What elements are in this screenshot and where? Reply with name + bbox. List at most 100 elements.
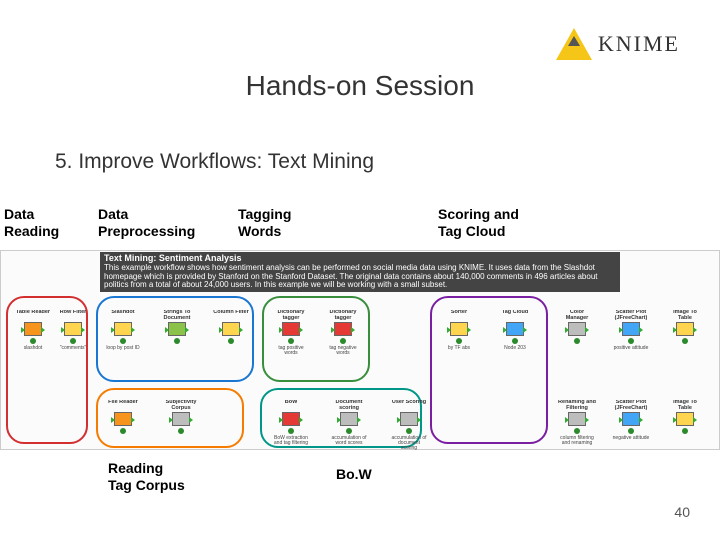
node-label: Dictionary tagger [324, 310, 362, 320]
node-icon [506, 322, 524, 336]
node-description: negative attitude [612, 436, 650, 441]
workflow-banner-title: Text Mining: Sentiment Analysis [104, 253, 242, 263]
node-status-icon [120, 338, 126, 344]
node-label: Image To Table [666, 310, 704, 320]
workflow-node[interactable]: Renaming and Filtering column filtering a… [558, 400, 596, 446]
node-description: accumulation of word scores [330, 436, 368, 446]
node-description: positive attitude [612, 346, 650, 351]
page-number: 40 [674, 504, 690, 520]
node-icon [676, 412, 694, 426]
workflow-node[interactable]: Strings To Document [158, 310, 196, 346]
workflow-node[interactable]: Scatter Plot (JFreeChart) positive attitu… [612, 310, 650, 351]
node-status-icon [228, 338, 234, 344]
node-status-icon [70, 338, 76, 344]
node-icon [168, 322, 186, 336]
label-data-reading: DataReading [4, 206, 59, 240]
node-status-icon [682, 338, 688, 344]
node-icon [450, 322, 468, 336]
node-icon [114, 322, 132, 336]
workflow-node[interactable]: Subjectivity Corpus [162, 400, 200, 436]
node-status-icon [174, 338, 180, 344]
node-status-icon [30, 338, 36, 344]
logo-text: KNIME [598, 31, 680, 57]
node-label: BoW [272, 400, 310, 410]
workflow-node[interactable]: Scatter Plot (JFreeChart) negative attitu… [612, 400, 650, 441]
node-label: Table Reader [14, 310, 52, 320]
node-status-icon [340, 338, 346, 344]
workflow-node[interactable]: Row Filter "comments" [54, 310, 92, 351]
node-label: Row Filter [54, 310, 92, 320]
node-icon [282, 322, 300, 336]
node-status-icon [178, 428, 184, 434]
node-status-icon [456, 338, 462, 344]
node-status-icon [346, 428, 352, 434]
workflow-node[interactable]: User Scoring accumulation of document sco… [390, 400, 428, 451]
node-label: Sorter [440, 310, 478, 320]
node-label: Renaming and Filtering [558, 400, 596, 410]
node-description: by TF abs [440, 346, 478, 351]
node-icon [282, 412, 300, 426]
node-description: tag positive words [272, 346, 310, 356]
node-icon [622, 412, 640, 426]
workflow-banner-text: This example workflow shows how sentimen… [104, 263, 598, 290]
node-label: Scatter Plot (JFreeChart) [612, 310, 650, 320]
logo-triangle-icon [556, 28, 592, 60]
slide: KNIME Hands-on Session 5. Improve Workfl… [0, 0, 720, 540]
node-icon [622, 322, 640, 336]
workflow-node[interactable]: Table Reader slashdot [14, 310, 52, 351]
node-icon [64, 322, 82, 336]
node-description: "comments" [54, 346, 92, 351]
node-label: User Scoring [390, 400, 428, 410]
label-tagging-words: TaggingWords [238, 206, 291, 240]
node-label: Tag Cloud [496, 310, 534, 320]
workflow-node[interactable]: Sorter by TF abs [440, 310, 478, 351]
node-icon [222, 322, 240, 336]
workflow-node[interactable]: Image To Table [666, 310, 704, 346]
node-status-icon [288, 338, 294, 344]
node-description: Node 203 [496, 346, 534, 351]
node-icon [172, 412, 190, 426]
node-status-icon [288, 428, 294, 434]
label-reading-tag-corpus: ReadingTag Corpus [108, 460, 185, 494]
node-status-icon [574, 338, 580, 344]
node-icon [24, 322, 42, 336]
node-status-icon [512, 338, 518, 344]
node-description: column filtering and renaming [558, 436, 596, 446]
workflow-node[interactable]: File Reader [104, 400, 142, 436]
node-label: Subjectivity Corpus [162, 400, 200, 410]
node-label: Scatter Plot (JFreeChart) [612, 400, 650, 410]
slide-subtitle: 5. Improve Workflows: Text Mining [55, 150, 374, 174]
workflow-description-banner: Text Mining: Sentiment Analysis This exa… [100, 252, 620, 292]
node-description: loop by post ID [104, 346, 142, 351]
node-label: Image To Table [666, 400, 704, 410]
node-status-icon [406, 428, 412, 434]
label-bow: Bo.W [336, 466, 372, 483]
workflow-node[interactable]: BoWBoW extraction and tag filtering [272, 400, 310, 446]
node-icon [676, 322, 694, 336]
node-description: accumulation of document scoring [390, 436, 428, 451]
workflow-node[interactable]: Document scoring accumulation of word sco… [330, 400, 368, 446]
label-scoring-tagcloud: Scoring andTag Cloud [438, 206, 519, 240]
node-label: Color Manager [558, 310, 596, 320]
node-status-icon [628, 428, 634, 434]
node-status-icon [682, 428, 688, 434]
workflow-node[interactable]: Image To Table [666, 400, 704, 436]
node-label: Strings To Document [158, 310, 196, 320]
workflow-node[interactable]: Dictionary tagger tag positive words [272, 310, 310, 356]
slide-title: Hands-on Session [0, 70, 720, 102]
node-description: tag negative words [324, 346, 362, 356]
workflow-node[interactable]: Column Filter [212, 310, 250, 346]
node-status-icon [120, 428, 126, 434]
node-description: slashdot [14, 346, 52, 351]
node-status-icon [574, 428, 580, 434]
node-icon [400, 412, 418, 426]
knime-logo: KNIME [556, 28, 680, 60]
workflow-node[interactable]: Color Manager [558, 310, 596, 346]
node-icon [340, 412, 358, 426]
workflow-node[interactable]: Tag Cloud Node 203 [496, 310, 534, 351]
node-label: File Reader [104, 400, 142, 410]
node-label: Dictionary tagger [272, 310, 310, 320]
node-label: Document scoring [330, 400, 368, 410]
workflow-node[interactable]: Dictionary tagger tag negative words [324, 310, 362, 356]
workflow-node[interactable]: Slashdotloop by post ID [104, 310, 142, 351]
